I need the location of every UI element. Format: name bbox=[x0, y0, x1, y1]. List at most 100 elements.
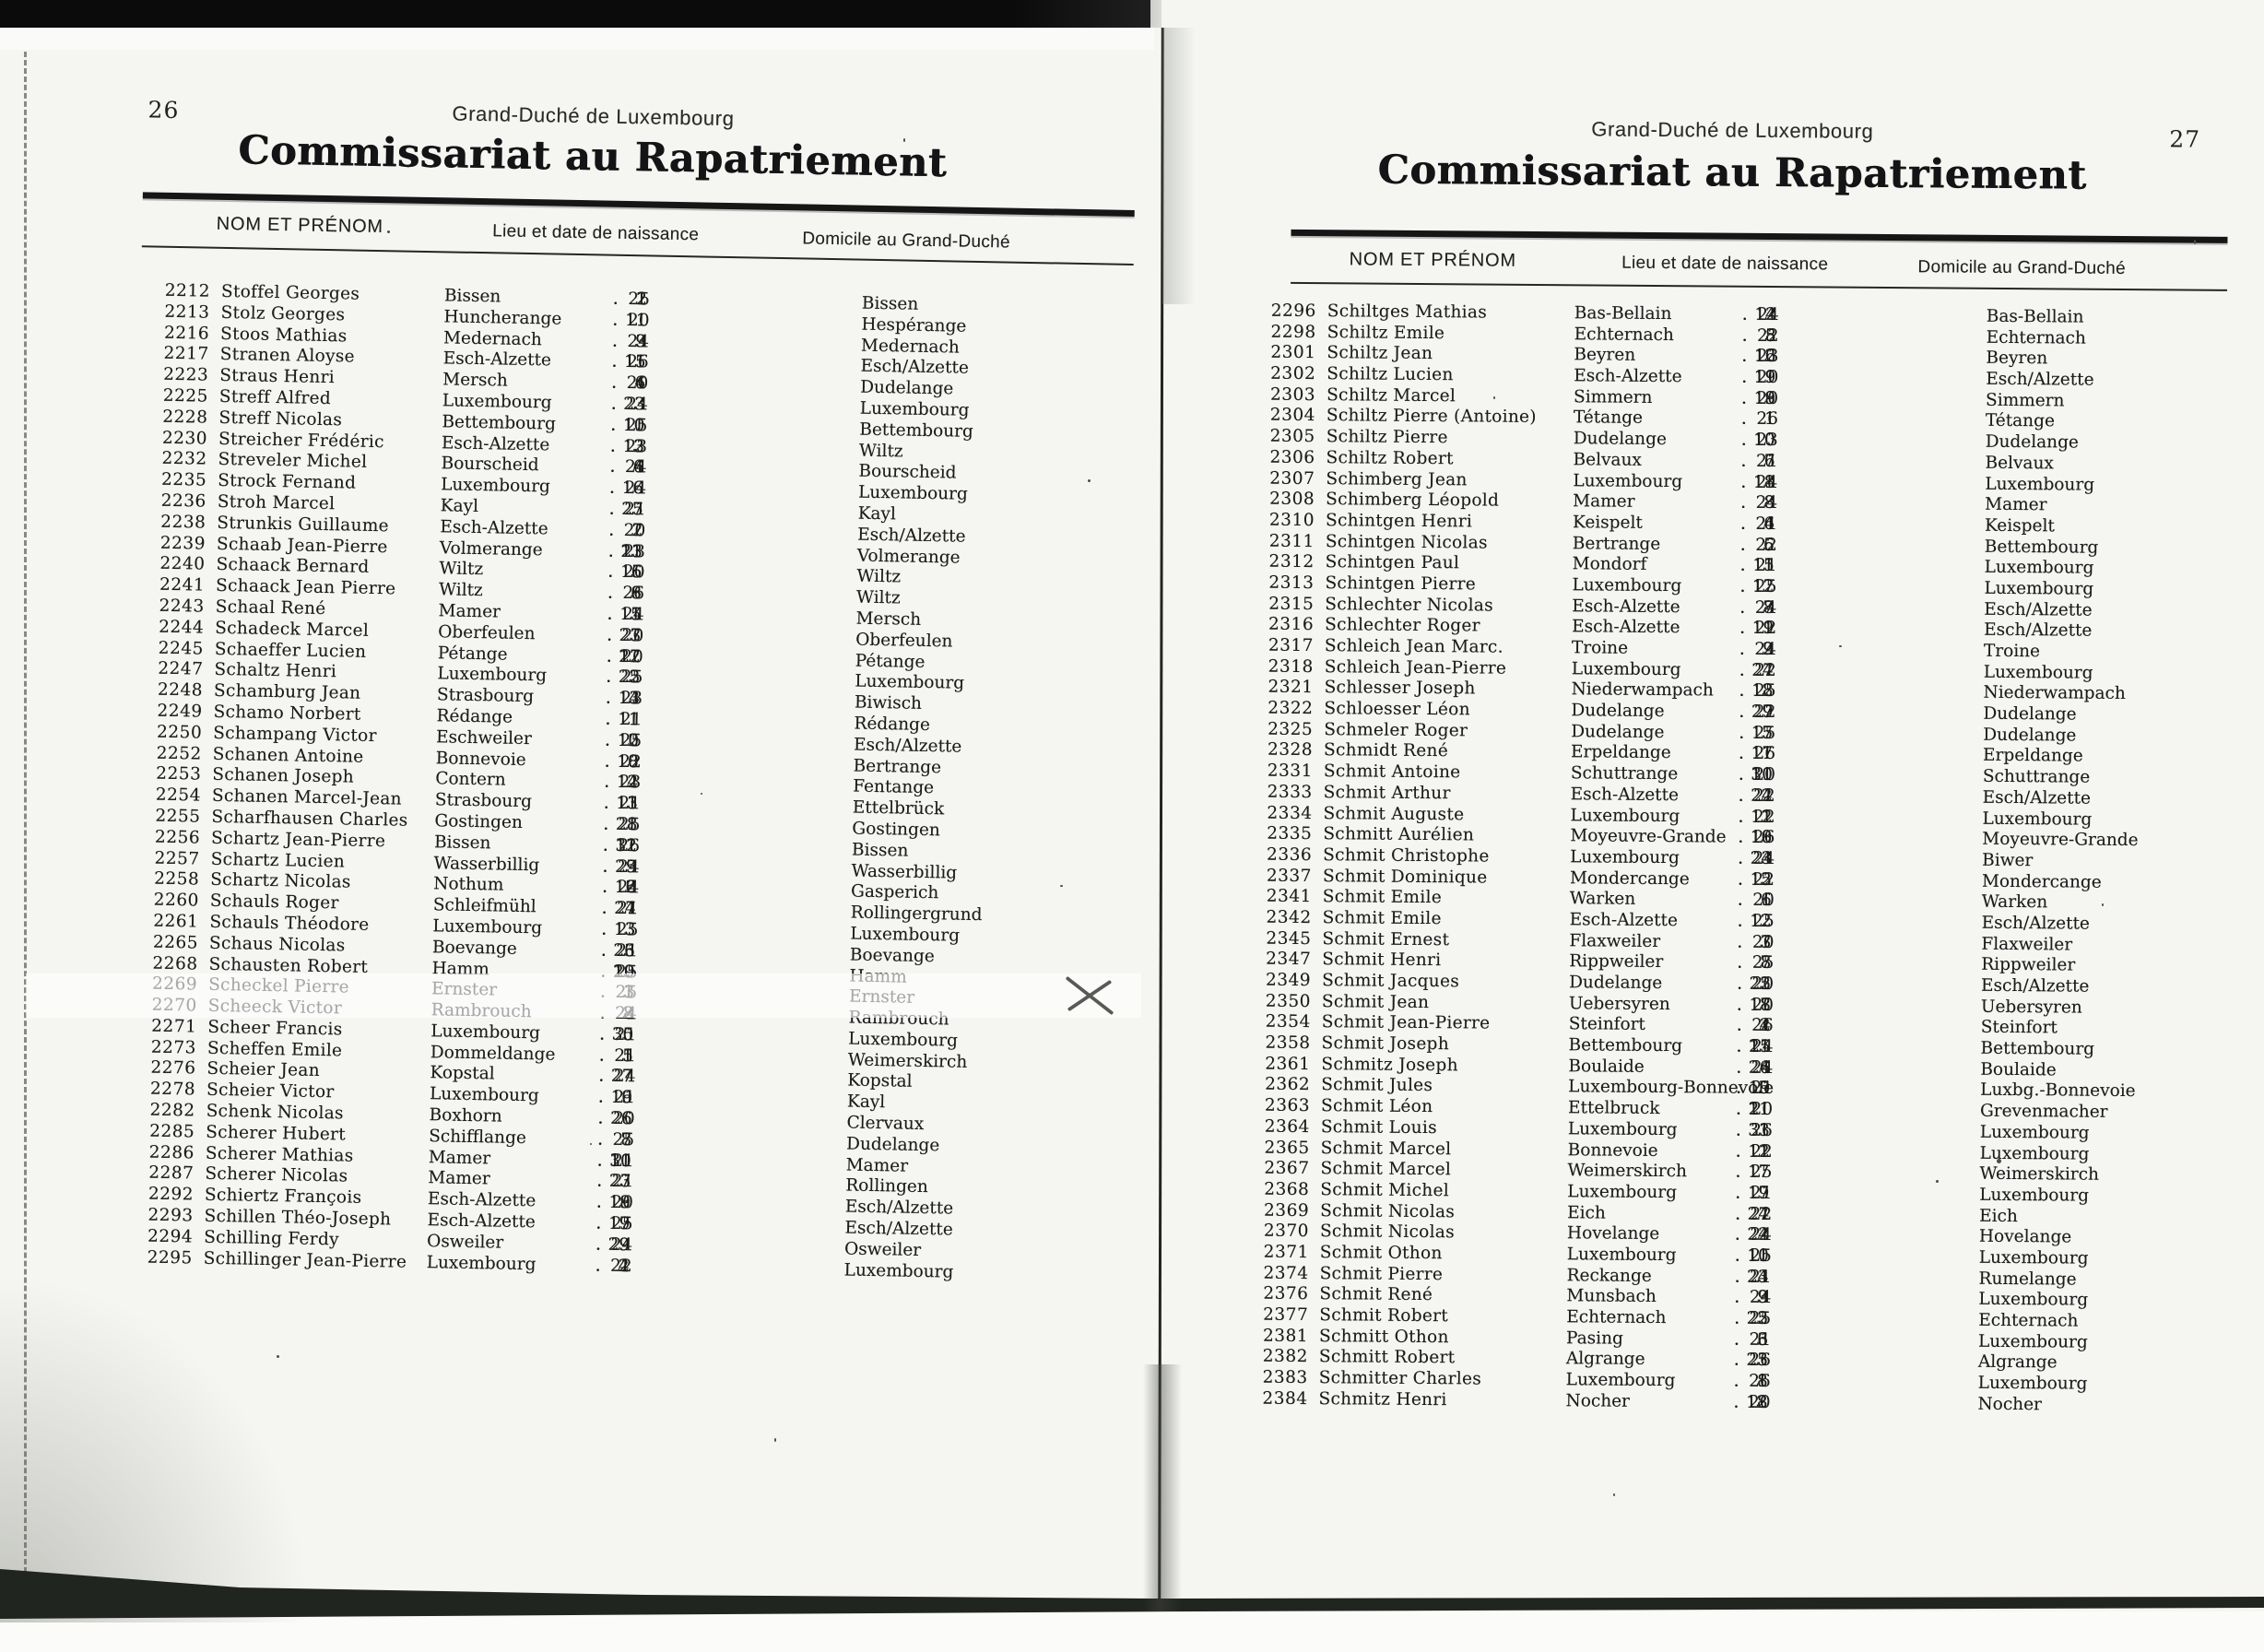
row-domicile: Fentange bbox=[853, 776, 935, 798]
row-birthplace: Luxembourg bbox=[437, 664, 548, 686]
row-name: Schlesser Joseph bbox=[1324, 678, 1476, 699]
row-number: 2336 bbox=[1267, 844, 1313, 865]
row-number: 2294 bbox=[147, 1226, 194, 1247]
row-name: Schiltz Marcel bbox=[1327, 384, 1456, 407]
column-header-birth: Lieu et date de naissance bbox=[1621, 253, 1829, 275]
row-name: Schaltz Henri bbox=[214, 660, 337, 682]
page-left: 26 Grand-Duché de Luxembourg Commissaria… bbox=[0, 37, 1157, 1634]
row-name: Schaus Nicolas bbox=[208, 933, 346, 956]
row-birthplace: Bettembourg bbox=[1568, 1035, 1683, 1056]
row-birthplace: Echternach bbox=[1566, 1307, 1667, 1328]
row-number: 2316 bbox=[1268, 614, 1315, 635]
row-name: Schmit Nicolas bbox=[1319, 1221, 1456, 1243]
row-name: Schmitz Henri bbox=[1318, 1388, 1447, 1410]
row-domicile: Mamer bbox=[845, 1155, 909, 1176]
row-birthplace: Schifflange bbox=[429, 1127, 527, 1148]
row-birthplace: Luxembourg bbox=[1566, 1245, 1677, 1266]
row-number: 2350 bbox=[1265, 991, 1312, 1011]
row-name: Schimberg Jean bbox=[1326, 468, 1468, 490]
row-name: Stroh Marcel bbox=[217, 491, 336, 514]
row-number: 2358 bbox=[1265, 1032, 1311, 1054]
row-birthplace: Reckange bbox=[1566, 1265, 1652, 1286]
row-name: Schmit Christophe bbox=[1323, 845, 1490, 867]
row-name: Schintgen Paul bbox=[1325, 552, 1460, 573]
row-name: Schleich Jean-Pierre bbox=[1324, 656, 1507, 678]
row-name: Schartz Jean-Pierre bbox=[210, 828, 386, 851]
row-number: 2376 bbox=[1263, 1283, 1309, 1304]
row-birthplace: Wiltz bbox=[439, 559, 484, 580]
row-domicile: Boulaide bbox=[1980, 1059, 2057, 1080]
row-domicile: Bettembourg bbox=[1980, 1038, 2095, 1059]
row-birthplace: Keispelt bbox=[1572, 513, 1643, 533]
row-name: Schmit Jean bbox=[1321, 991, 1430, 1012]
row-birthplace: Bourscheid bbox=[441, 454, 539, 476]
row-domicile: Troine bbox=[1983, 641, 2041, 662]
row-domicile: Esch/Alzette bbox=[853, 735, 962, 757]
row-domicile: Bissen bbox=[851, 840, 909, 861]
row-number: 2244 bbox=[159, 617, 205, 638]
dust-speck bbox=[903, 138, 905, 142]
row-domicile: Clervaux bbox=[846, 1113, 925, 1135]
row-number: 2223 bbox=[163, 364, 209, 385]
row-domicile: Bettembourg bbox=[859, 419, 974, 442]
row-domicile: Esch/Alzette bbox=[844, 1218, 953, 1240]
row-domicile: Simmern bbox=[1986, 390, 2065, 411]
row-birthplace: Gostingen bbox=[434, 811, 524, 832]
row-number: 2296 bbox=[1270, 301, 1316, 322]
row-domicile: Luxbg.-Bonnevoie bbox=[1980, 1080, 2136, 1102]
row-birthplace: Strasbourg bbox=[434, 790, 533, 812]
row-number: 2347 bbox=[1266, 949, 1312, 970]
row-domicile: Nocher bbox=[1977, 1394, 2043, 1415]
row-number: 2313 bbox=[1268, 572, 1315, 594]
row-number: 2384 bbox=[1262, 1388, 1308, 1409]
row-name: Schiltz Jean bbox=[1327, 343, 1433, 364]
row-domicile: Luxembourg bbox=[850, 924, 961, 946]
row-birthplace: Luxembourg bbox=[432, 916, 543, 938]
dust-speck bbox=[774, 1438, 776, 1442]
row-birthplace: Esch-Alzette bbox=[442, 348, 552, 371]
row-number: 2361 bbox=[1265, 1054, 1311, 1074]
row-domicile: Mondercange bbox=[1981, 871, 2102, 892]
row-number: 2216 bbox=[163, 323, 210, 344]
row-number: 2302 bbox=[1270, 363, 1316, 384]
row-name: Schmit Emile bbox=[1322, 908, 1442, 929]
row-number: 2377 bbox=[1263, 1304, 1309, 1326]
column-header-birth: Lieu et date de naissance bbox=[491, 221, 700, 245]
row-number: 2315 bbox=[1268, 594, 1315, 614]
row-birthplace: Mamer bbox=[428, 1147, 491, 1169]
row-birthplace: Boulaide bbox=[1568, 1056, 1645, 1077]
row-number: 2363 bbox=[1264, 1095, 1311, 1116]
exposure-highlight-stripe bbox=[26, 974, 1141, 1018]
page-number-left: 26 bbox=[147, 96, 180, 124]
row-number: 2258 bbox=[153, 868, 200, 890]
row-domicile: Luxembourg bbox=[1978, 1290, 2089, 1310]
row-name: Schenk Nicolas bbox=[206, 1101, 345, 1124]
row-number: 2276 bbox=[150, 1058, 196, 1080]
row-domicile: Bettembourg bbox=[1984, 537, 2099, 558]
row-number: 2241 bbox=[159, 574, 206, 596]
row-name: Schartz Nicolas bbox=[210, 870, 351, 892]
binding-shadow-top bbox=[1162, 28, 1196, 304]
row-number: 2306 bbox=[1269, 447, 1315, 467]
row-name: Stoos Mathias bbox=[219, 324, 348, 346]
row-birthplace: Luxembourg bbox=[426, 1252, 537, 1274]
row-name: Schmitter Charles bbox=[1318, 1368, 1482, 1389]
row-domicile: Oberfeulen bbox=[855, 630, 953, 652]
row-domicile: Gasperich bbox=[850, 881, 939, 903]
row-number: 2248 bbox=[157, 679, 204, 701]
row-name: Schmit Jules bbox=[1321, 1075, 1433, 1096]
row-number: 2364 bbox=[1264, 1116, 1310, 1137]
row-number: 2236 bbox=[160, 490, 206, 512]
row-domicile: Wiltz bbox=[858, 441, 903, 462]
row-birthplace: Luxembourg bbox=[1571, 658, 1681, 679]
row-name: Schaab Jean-Pierre bbox=[216, 534, 388, 557]
row-number: 2228 bbox=[162, 407, 208, 428]
row-domicile: Algrange bbox=[1977, 1352, 2058, 1373]
scan-black-edge-fade bbox=[1014, 0, 1161, 28]
row-number: 2260 bbox=[153, 890, 200, 911]
row-domicile: Esch/Alzette bbox=[844, 1197, 954, 1219]
row-domicile: Eich bbox=[1979, 1206, 2018, 1226]
row-number: 2345 bbox=[1266, 928, 1312, 949]
row-number: 2230 bbox=[161, 428, 208, 449]
header-rule-thin bbox=[1291, 281, 2228, 291]
